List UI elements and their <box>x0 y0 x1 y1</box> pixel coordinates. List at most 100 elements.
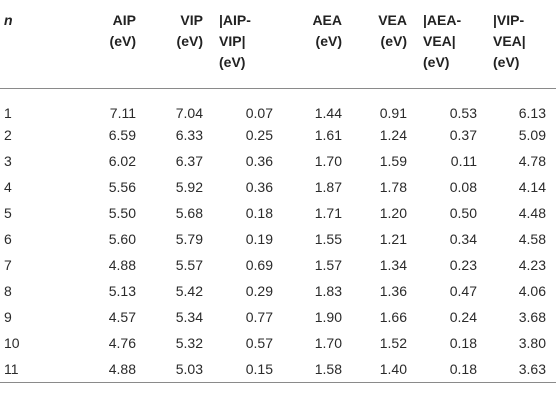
cell-vea: 1.24 <box>379 126 407 143</box>
column-header-vip-vea: |VIP- VEA| (eV) <box>487 0 556 89</box>
cell-vip-vea: 3.80 <box>518 335 546 352</box>
table-row: 10 4.76 5.32 0.57 1.70 1.52 0.18 3.80 <box>0 330 556 356</box>
cell-aip-vip: 0.18 <box>245 204 273 221</box>
cell-n: 10 <box>4 335 20 352</box>
data-table: n AIP (eV) VIP (eV) |AIP- VIP| (eV) AEA … <box>0 0 556 383</box>
cell-n: 9 <box>4 309 12 326</box>
cell-vip-vea: 3.68 <box>518 309 546 326</box>
cell-aip: 5.56 <box>108 178 136 195</box>
column-header-aip: AIP (eV) <box>71 0 146 89</box>
cell-vea: 1.34 <box>379 257 407 274</box>
cell-aea-vea: 0.18 <box>449 335 477 352</box>
cell-aip-vip: 0.69 <box>245 257 273 274</box>
cell-aip: 5.60 <box>108 230 136 247</box>
cell-aip: 4.57 <box>108 309 136 326</box>
table-row: 7 4.88 5.57 0.69 1.57 1.34 0.23 4.23 <box>0 252 556 278</box>
cell-n: 6 <box>4 230 12 247</box>
cell-aea: 1.58 <box>283 356 352 383</box>
cell-n: 1 <box>4 104 12 121</box>
cell-aip-vip: 0.57 <box>245 335 273 352</box>
cell-aip-vip: 0.25 <box>245 126 273 143</box>
cell-vip-vea: 4.58 <box>518 230 546 247</box>
cell-n: 4 <box>4 178 12 195</box>
cell-n: 3 <box>4 152 12 169</box>
cell-vip: 7.04 <box>175 104 203 121</box>
header-row: n AIP (eV) VIP (eV) |AIP- VIP| (eV) AEA … <box>0 0 556 89</box>
column-header-n: n <box>0 0 71 89</box>
cell-n: 2 <box>4 126 12 143</box>
cell-vea: 1.21 <box>379 230 407 247</box>
cell-aea: 1.71 <box>314 204 342 221</box>
cell-aea-vea: 0.50 <box>449 204 477 221</box>
cell-aea-vea: 0.08 <box>449 178 477 195</box>
column-header-aea: AEA (eV) <box>283 0 352 89</box>
cell-vip: 5.68 <box>175 204 203 221</box>
cell-aea-vea: 0.47 <box>449 283 477 300</box>
cell-vip: 5.92 <box>175 178 203 195</box>
cell-vip: 5.79 <box>175 230 203 247</box>
cell-vip: 5.57 <box>175 257 203 274</box>
cell-aip: 5.13 <box>108 283 136 300</box>
cell-n: 5 <box>4 204 12 221</box>
cell-aea-vea: 0.37 <box>449 126 477 143</box>
column-header-aip-vip: |AIP- VIP| (eV) <box>213 0 283 89</box>
cell-aea-vea: 0.23 <box>449 257 477 274</box>
cell-vip-vea: 4.14 <box>518 178 546 195</box>
table-row: 4 5.56 5.92 0.36 1.87 1.78 0.08 4.14 <box>0 174 556 200</box>
table-row: 6 5.60 5.79 0.19 1.55 1.21 0.34 4.58 <box>0 226 556 252</box>
cell-vip-vea: 5.09 <box>518 126 546 143</box>
column-header-vip: VIP (eV) <box>146 0 213 89</box>
cell-aip-vip: 0.19 <box>245 230 273 247</box>
cell-aip-vip: 0.15 <box>213 356 283 383</box>
table-row: 2 6.59 6.33 0.25 1.61 1.24 0.37 5.09 <box>0 122 556 148</box>
cell-aea-vea: 0.18 <box>417 356 487 383</box>
cell-vip-vea: 4.78 <box>518 152 546 169</box>
cell-vea: 1.20 <box>379 204 407 221</box>
table-row: 9 4.57 5.34 0.77 1.90 1.66 0.24 3.68 <box>0 304 556 330</box>
cell-vip-vea: 4.23 <box>518 257 546 274</box>
cell-aip: 5.50 <box>108 204 136 221</box>
table-row: 1 7.11 7.04 0.07 1.44 0.91 0.53 6.13 <box>0 88 556 122</box>
cell-vip: 5.42 <box>175 283 203 300</box>
cell-n: 7 <box>4 257 12 274</box>
column-header-vea: VEA (eV) <box>352 0 417 89</box>
table-row: 5 5.50 5.68 0.18 1.71 1.20 0.50 4.48 <box>0 200 556 226</box>
cell-vea: 1.59 <box>379 152 407 169</box>
cell-aip-vip: 0.36 <box>245 178 273 195</box>
cell-aea: 1.57 <box>314 257 342 274</box>
cell-aea-vea: 0.53 <box>449 104 477 121</box>
cell-n: 8 <box>4 283 12 300</box>
cell-vip: 5.32 <box>175 335 203 352</box>
cell-aip: 6.02 <box>108 152 136 169</box>
cell-aip: 7.11 <box>109 104 136 121</box>
cell-vip-vea: 4.48 <box>518 204 546 221</box>
cell-aea: 1.87 <box>314 178 342 195</box>
cell-aip: 6.59 <box>108 126 136 143</box>
cell-vip-vea: 4.06 <box>518 283 546 300</box>
cell-vea: 1.36 <box>379 283 407 300</box>
column-header-aea-vea: |AEA- VEA| (eV) <box>417 0 487 89</box>
cell-vea: 0.91 <box>379 104 407 121</box>
cell-aea: 1.44 <box>314 104 342 121</box>
cell-aip-vip: 0.36 <box>245 152 273 169</box>
cell-aip: 4.88 <box>71 356 146 383</box>
cell-vip: 5.03 <box>146 356 213 383</box>
cell-aea: 1.83 <box>314 283 342 300</box>
cell-aea: 1.70 <box>314 152 342 169</box>
cell-vea: 1.52 <box>379 335 407 352</box>
cell-vip: 6.33 <box>175 126 203 143</box>
cell-aip-vip: 0.29 <box>245 283 273 300</box>
cell-aip: 4.76 <box>108 335 136 352</box>
cell-aip-vip: 0.07 <box>245 104 273 121</box>
cell-vip: 5.34 <box>175 309 203 326</box>
cell-vip: 6.37 <box>175 152 203 169</box>
table-body: 1 7.11 7.04 0.07 1.44 0.91 0.53 6.13 2 6.59 6.33 0.… <box>0 88 556 383</box>
cell-aea: 1.61 <box>314 126 342 143</box>
cell-vea: 1.66 <box>379 309 407 326</box>
table-row: 11 4.88 5.03 0.15 1.58 1.40 0.18 3.63 <box>0 356 556 383</box>
cell-vip-vea: 6.13 <box>518 104 546 121</box>
cell-aea: 1.55 <box>314 230 342 247</box>
cell-aea-vea: 0.11 <box>450 152 477 169</box>
cell-aea-vea: 0.34 <box>449 230 477 247</box>
